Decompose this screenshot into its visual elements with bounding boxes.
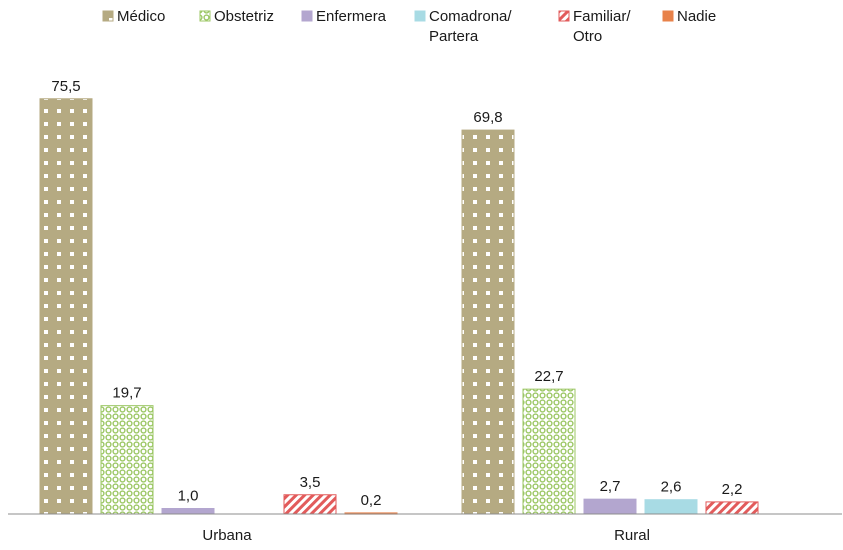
bar-rural-4: [705, 501, 759, 515]
value-label: 0,2: [361, 492, 382, 509]
value-label: 22,7: [534, 368, 563, 385]
bar-rural-1: [522, 388, 576, 515]
value-label: 1,0: [178, 488, 199, 505]
category-label: Rural: [614, 527, 650, 544]
value-label: 2,7: [600, 478, 621, 495]
value-label: 69,8: [473, 109, 502, 126]
legend-label: Comadrona/: [429, 8, 512, 25]
bar-urbana-4: [283, 494, 337, 515]
bar-urbana-0: [39, 98, 93, 515]
bar-rural-3: [644, 499, 698, 515]
legend-swatch: [414, 10, 426, 22]
category-labels-group: Urbana Rural: [202, 527, 650, 544]
legend-swatch: [199, 10, 211, 22]
legend-label: Obstetriz: [214, 8, 274, 25]
legend-label-line2: Partera: [429, 28, 479, 45]
legend-label-line2: Otro: [573, 28, 602, 45]
legend-label: Familiar/: [573, 8, 631, 25]
bars-group: [39, 98, 759, 515]
value-label: 19,7: [112, 385, 141, 402]
legend-label: Médico: [117, 8, 165, 25]
bar-urbana-1: [100, 405, 154, 515]
value-label: 2,2: [722, 481, 743, 498]
bar-rural-2: [583, 498, 637, 515]
chart-legend: Médico Obstetriz Enfermera Comadrona/Parter…: [102, 8, 716, 45]
legend-swatch: [102, 10, 114, 22]
value-label: 75,5: [51, 78, 80, 95]
bar-urbana-2: [161, 508, 215, 515]
value-labels-group: 75,5 19,7 1,0 3,5 0,2 69,8 22,7 2,7 2,6 2,2: [51, 78, 742, 509]
legend-swatch: [662, 10, 674, 22]
legend-label: Nadie: [677, 8, 716, 25]
legend-item: Nadie: [662, 8, 716, 25]
category-label: Urbana: [202, 527, 252, 544]
value-label: 2,6: [661, 479, 682, 496]
legend-label: Enfermera: [316, 8, 387, 25]
legend-item: Médico: [102, 8, 165, 25]
legend-item: Familiar/Otro: [558, 8, 631, 45]
bar-rural-0: [461, 129, 515, 515]
legend-swatch: [301, 10, 313, 22]
legend-item: Enfermera: [301, 8, 387, 25]
legend-item: Comadrona/Partera: [414, 8, 512, 45]
value-label: 3,5: [300, 474, 321, 491]
legend-swatch: [558, 10, 570, 22]
legend-item: Obstetriz: [199, 8, 274, 25]
